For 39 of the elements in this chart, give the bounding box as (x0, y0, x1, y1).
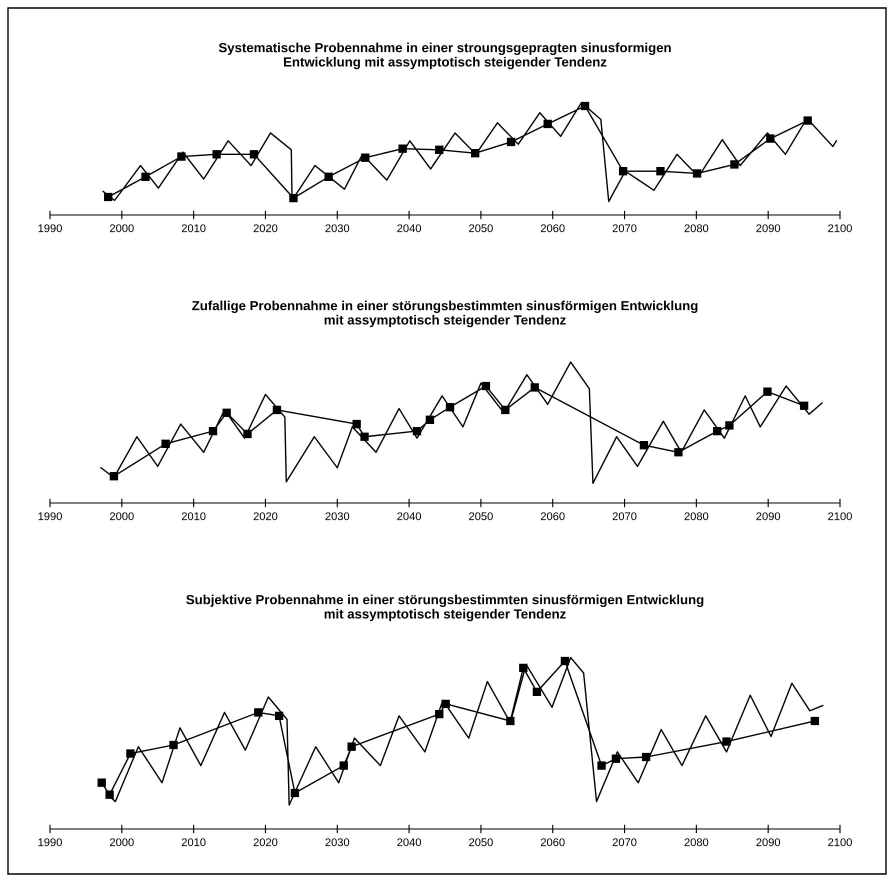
x-tick-label: 2040 (397, 838, 422, 846)
x-tick-label: 2020 (254, 838, 278, 846)
x-tick-label: 1990 (38, 512, 62, 520)
x-tick-label: 2070 (612, 512, 636, 520)
x-tick-label: 2070 (612, 838, 636, 846)
x-tick-label: 2060 (540, 224, 565, 232)
x-tick-label: 2090 (756, 224, 780, 232)
x-tick-label: 2080 (684, 512, 708, 520)
x-tick-label: 2090 (756, 838, 780, 846)
x-tick-label: 2040 (397, 512, 422, 520)
x-tick-label: 2070 (612, 224, 636, 232)
x-tick-label: 2060 (540, 512, 565, 520)
chart-title: Subjektive Probennahme in einer störungsbestimmten sinusförmigen Entwicklung mit assymptotisch steigender Tendenz (186, 594, 704, 622)
chart-title: Systematische Probennahme in einer stroungsgepragten sinusformigen Entwicklung mit assymptotisch steigender Tendenz (218, 42, 671, 70)
x-tick-label: 1990 (38, 838, 62, 846)
x-tick-label: 2010 (182, 512, 206, 520)
x-tick-label: 2030 (325, 838, 350, 846)
x-tick-label: 2000 (110, 838, 134, 846)
x-tick-label: 2050 (469, 512, 493, 520)
x-tick-label: 2050 (469, 838, 493, 846)
x-tick-label: 2100 (828, 224, 852, 232)
chart-title: Zufallige Probennahme in einer störungsbestimmten sinusförmigen Entwicklung mit assymptotisch steigender Tendenz (192, 300, 698, 328)
x-tick-label: 2040 (397, 224, 422, 232)
x-tick-label: 2000 (110, 512, 134, 520)
x-tick-label: 2030 (325, 224, 350, 232)
x-tick-label: 2020 (254, 512, 278, 520)
x-tick-label: 2000 (110, 224, 134, 232)
x-tick-label: 2030 (325, 512, 350, 520)
x-tick-label: 2050 (469, 224, 493, 232)
x-tick-label: 2010 (182, 838, 206, 846)
x-tick-label: 2080 (684, 224, 708, 232)
x-tick-label: 2020 (254, 224, 278, 232)
x-tick-label: 2010 (182, 224, 206, 232)
x-tick-label: 2100 (828, 838, 852, 846)
x-tick-label: 2100 (828, 512, 852, 520)
x-tick-label: 1990 (38, 224, 62, 232)
x-tick-label: 2080 (684, 838, 708, 846)
x-tick-label: 2060 (540, 838, 565, 846)
x-tick-label: 2090 (756, 512, 780, 520)
